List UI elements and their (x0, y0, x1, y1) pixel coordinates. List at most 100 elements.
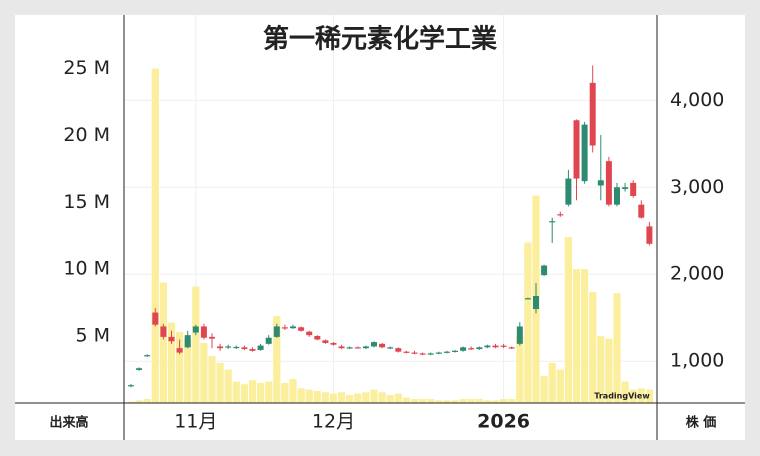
volume-bar (645, 389, 653, 403)
candle-body (322, 340, 329, 343)
y-tick-label: 10 M (63, 258, 110, 280)
candle-body (290, 326, 296, 329)
volume-bar (297, 388, 305, 403)
volume-bar (581, 269, 589, 403)
candle-body (557, 214, 564, 216)
candle-body (435, 352, 442, 354)
volume-bar (524, 242, 532, 403)
candle-body (241, 347, 248, 350)
volume-bar (216, 362, 224, 403)
volume-bar (410, 398, 419, 403)
volume-bar (443, 400, 451, 403)
candle-body (168, 336, 175, 342)
watermark: TradingView (594, 392, 650, 401)
candle-body (452, 350, 458, 353)
candle-body (581, 124, 588, 182)
volume-bar (338, 392, 346, 403)
candle-body (144, 355, 151, 357)
candle-body (354, 347, 361, 349)
candle-body (233, 346, 240, 349)
volume-bar (556, 369, 564, 403)
volume-bar (346, 394, 354, 403)
candle-body (524, 298, 531, 300)
volume-bar (208, 356, 216, 403)
volume-bar (257, 382, 265, 403)
volume-bar (435, 400, 443, 403)
candle-body (492, 345, 499, 348)
candle-body (549, 221, 556, 223)
volume-bar (232, 381, 240, 403)
candle-body (338, 346, 345, 349)
volume-bar (248, 380, 257, 403)
volume-bar (394, 393, 402, 403)
y-axis-label: 出来高 (49, 415, 88, 431)
candle-body (200, 326, 207, 338)
volume-bar (127, 401, 135, 403)
volume-bar (402, 397, 410, 403)
candle-body (346, 347, 353, 349)
candle-body (160, 326, 167, 337)
volume-bar (313, 390, 321, 403)
x-tick-label: 2026 (477, 411, 530, 433)
plot (127, 65, 653, 403)
candle-body (298, 327, 305, 331)
y-tick-label: 25 M (63, 57, 110, 79)
volume-bar (483, 400, 491, 403)
candle-body (614, 187, 620, 205)
volume-bar (419, 398, 427, 403)
volume-bar (491, 400, 500, 403)
candle-body (638, 204, 645, 218)
volume-bar (386, 394, 394, 403)
candle-body (265, 337, 272, 344)
candle-body (395, 348, 402, 352)
candle-body (314, 336, 321, 340)
volume-bar (354, 393, 362, 403)
volume-bar (176, 332, 184, 403)
volume-bar (224, 369, 232, 403)
volume-bar (135, 400, 143, 403)
candle-body (362, 346, 369, 349)
volume-bar (281, 382, 289, 403)
volume-bar (240, 384, 248, 403)
candle-body (192, 326, 199, 333)
candle-body (468, 348, 475, 350)
volume-bar (605, 338, 613, 403)
y2-axis-label: 株 価 (686, 415, 717, 431)
volume-bar (265, 381, 273, 403)
candle-body (427, 353, 434, 355)
volume-bar (572, 269, 581, 403)
volume-bar (159, 282, 167, 403)
volume-bar (305, 389, 313, 403)
candle-body (176, 348, 183, 353)
candle-body (484, 345, 491, 348)
volume-bar (273, 316, 281, 403)
volume-bar (370, 389, 378, 403)
candle-body (209, 336, 215, 339)
candle-body (630, 182, 637, 196)
volume-bar (192, 286, 200, 403)
candle-body (597, 180, 604, 186)
candle-body (371, 342, 377, 347)
volume-bar (451, 400, 459, 403)
candle-body (273, 326, 280, 337)
candle-body (306, 331, 313, 336)
y2-tick-label: 4,000 (670, 89, 724, 111)
candle-body (387, 347, 394, 349)
volume-bar (362, 392, 370, 403)
volume-bar (629, 389, 637, 403)
candle-body (500, 345, 507, 347)
x-tick-label: 11月 (174, 411, 217, 433)
y2-tick-label: 2,000 (670, 263, 724, 285)
volume-bar (289, 378, 297, 403)
volume-bar (621, 381, 629, 403)
candle-body (136, 368, 143, 370)
candle-body (411, 352, 418, 354)
candle-body (225, 346, 232, 348)
candle-body (443, 351, 450, 353)
candle-body (379, 343, 386, 348)
volume-bar (321, 392, 329, 403)
volume-bar (167, 322, 176, 403)
candle-body (573, 120, 580, 179)
volume-bar (143, 398, 151, 403)
volume-bar (184, 338, 192, 403)
